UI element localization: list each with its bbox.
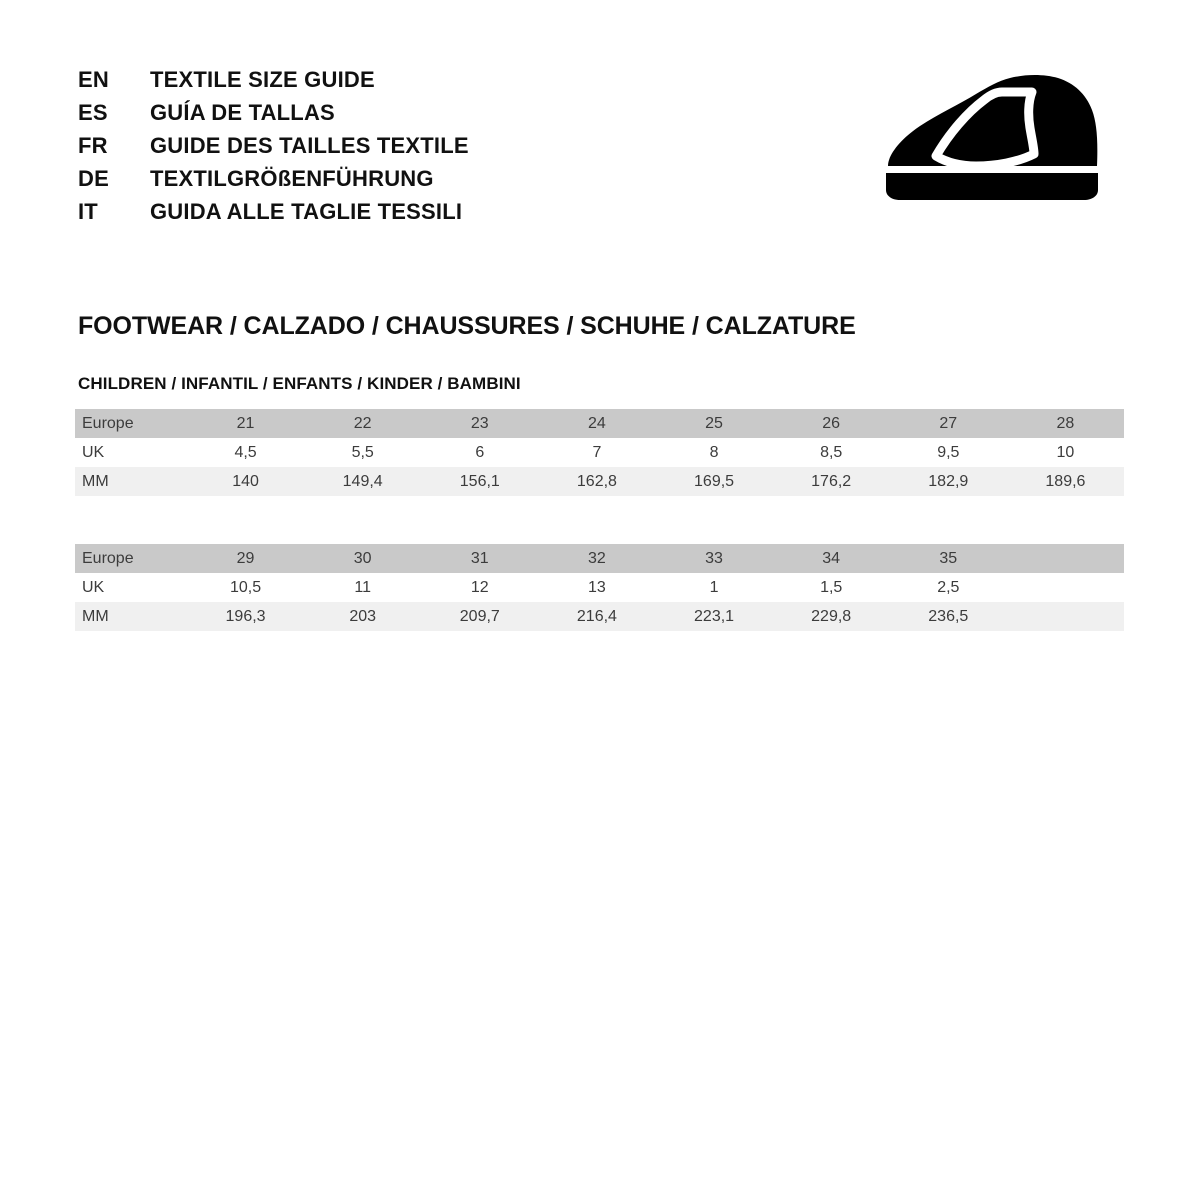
cell-mm-0: 196,3 <box>187 602 305 631</box>
cell-uk-0: 10,5 <box>187 573 305 602</box>
cell-uk-3: 7 <box>538 438 656 467</box>
row-label-mm: MM <box>75 467 187 496</box>
language-title-de: TEXTILGRÖßENFÜHRUNG <box>150 166 434 191</box>
cell-uk-1: 5,5 <box>304 438 422 467</box>
table-row: UK 4,5 5,5 6 7 8 8,5 9,5 10 <box>75 438 1124 467</box>
table-row: MM 140 149,4 156,1 162,8 169,5 176,2 182… <box>75 467 1124 496</box>
language-code-de: DE <box>78 166 109 191</box>
row-label-europe: Europe <box>75 544 187 573</box>
cell-europe-3: 32 <box>538 544 656 573</box>
footwear-section-title: FOOTWEAR / CALZADO / CHAUSSURES / SCHUHE… <box>78 312 856 340</box>
cell-uk-0: 4,5 <box>187 438 305 467</box>
table-row: Europe 21 22 23 24 25 26 27 28 <box>75 409 1124 438</box>
table-row: MM 196,3 203 209,7 216,4 223,1 229,8 236… <box>75 602 1124 631</box>
cell-uk-7: 10 <box>1006 438 1124 467</box>
cell-uk-4: 8 <box>655 438 773 467</box>
language-code-en: EN <box>78 67 109 92</box>
cell-uk-5: 8,5 <box>772 438 890 467</box>
cell-mm-5: 229,8 <box>772 602 890 631</box>
cell-mm-6: 236,5 <box>889 602 1007 631</box>
cell-uk-6: 9,5 <box>889 438 1007 467</box>
language-title-list: EN TEXTILE SIZE GUIDE ES GUÍA DE TALLAS … <box>78 62 469 227</box>
cell-mm-1: 203 <box>304 602 422 631</box>
children-size-table-2: Europe 29 30 31 32 33 34 35 UK 10,5 11 1… <box>75 544 1124 631</box>
language-row-fr: FR GUIDE DES TAILLES TEXTILE <box>78 130 469 161</box>
language-code-it: IT <box>78 199 98 224</box>
cell-uk-3: 13 <box>538 573 656 602</box>
cell-uk-7 <box>1006 573 1124 602</box>
cell-mm-7: 189,6 <box>1006 467 1124 496</box>
language-row-es: ES GUÍA DE TALLAS <box>78 97 469 128</box>
row-label-uk: UK <box>75 573 187 602</box>
language-row-de: DE TEXTILGRÖßENFÜHRUNG <box>78 163 469 194</box>
cell-europe-4: 25 <box>655 409 773 438</box>
children-size-table-1: Europe 21 22 23 24 25 26 27 28 UK 4,5 5,… <box>75 409 1124 496</box>
cell-mm-2: 209,7 <box>421 602 539 631</box>
header-block: EN TEXTILE SIZE GUIDE ES GUÍA DE TALLAS … <box>78 62 1122 227</box>
cell-uk-2: 12 <box>421 573 539 602</box>
cell-mm-2: 156,1 <box>421 467 539 496</box>
table-row: Europe 29 30 31 32 33 34 35 <box>75 544 1124 573</box>
cell-mm-0: 140 <box>187 467 305 496</box>
language-title-es: GUÍA DE TALLAS <box>150 100 335 125</box>
cell-europe-6: 35 <box>889 544 1007 573</box>
cell-europe-2: 31 <box>421 544 539 573</box>
cell-europe-4: 33 <box>655 544 773 573</box>
cell-europe-0: 29 <box>187 544 305 573</box>
cell-europe-1: 30 <box>304 544 422 573</box>
cell-europe-1: 22 <box>304 409 422 438</box>
language-row-en: EN TEXTILE SIZE GUIDE <box>78 64 469 95</box>
cell-mm-3: 216,4 <box>538 602 656 631</box>
cell-europe-5: 26 <box>772 409 890 438</box>
cell-europe-2: 23 <box>421 409 539 438</box>
cell-uk-1: 11 <box>304 573 422 602</box>
cell-mm-6: 182,9 <box>889 467 1007 496</box>
language-code-es: ES <box>78 100 108 125</box>
language-title-it: GUIDA ALLE TAGLIE TESSILI <box>150 199 463 224</box>
cell-mm-7 <box>1006 602 1124 631</box>
cell-uk-4: 1 <box>655 573 773 602</box>
cell-europe-0: 21 <box>187 409 305 438</box>
cell-europe-5: 34 <box>772 544 890 573</box>
cell-mm-5: 176,2 <box>772 467 890 496</box>
language-title-en: TEXTILE SIZE GUIDE <box>150 67 375 92</box>
cell-europe-6: 27 <box>889 409 1007 438</box>
children-group-title: CHILDREN / INFANTIL / ENFANTS / KINDER /… <box>78 374 521 393</box>
row-label-europe: Europe <box>75 409 187 438</box>
cell-europe-3: 24 <box>538 409 656 438</box>
cell-uk-2: 6 <box>421 438 539 467</box>
cell-uk-6: 2,5 <box>889 573 1007 602</box>
row-label-uk: UK <box>75 438 187 467</box>
language-title-fr: GUIDE DES TAILLES TEXTILE <box>150 133 469 158</box>
language-code-fr: FR <box>78 133 108 158</box>
row-label-mm: MM <box>75 602 187 631</box>
cell-mm-4: 223,1 <box>655 602 773 631</box>
cell-mm-4: 169,5 <box>655 467 773 496</box>
table-row: UK 10,5 11 12 13 1 1,5 2,5 <box>75 573 1124 602</box>
cell-europe-7: 28 <box>1006 409 1124 438</box>
cell-mm-1: 149,4 <box>304 467 422 496</box>
cell-mm-3: 162,8 <box>538 467 656 496</box>
child-shoe-icon <box>876 62 1112 210</box>
language-row-it: IT GUIDA ALLE TAGLIE TESSILI <box>78 196 469 227</box>
cell-europe-7 <box>1006 544 1124 573</box>
cell-uk-5: 1,5 <box>772 573 890 602</box>
